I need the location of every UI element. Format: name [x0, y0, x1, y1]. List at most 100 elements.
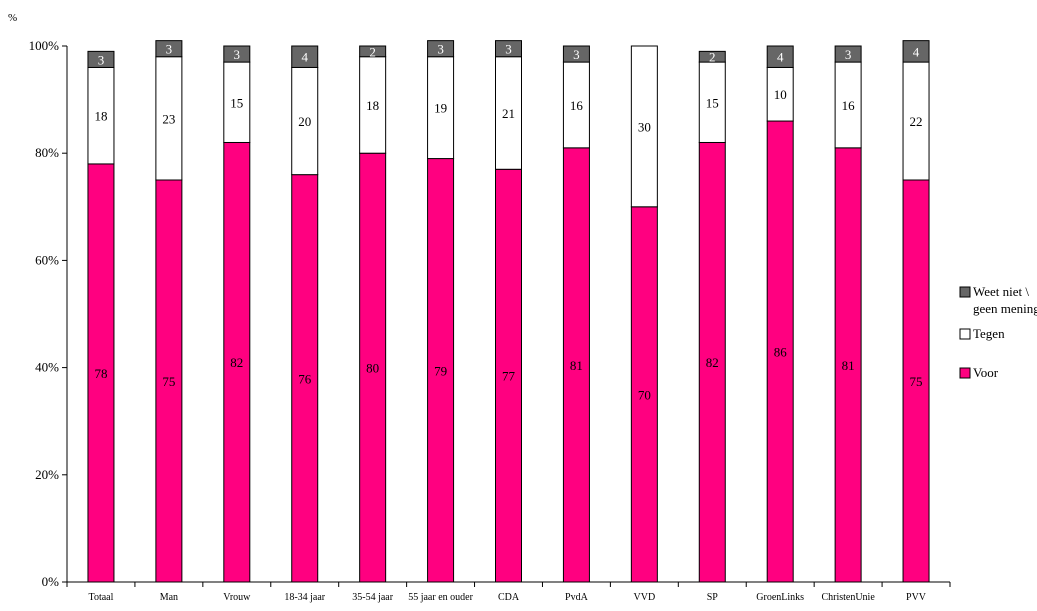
bar-segment-weet	[766, 45, 794, 68]
data-label: 18	[366, 98, 379, 113]
bar-segment-voor	[427, 158, 455, 583]
bar-segment-tegen	[630, 45, 658, 208]
x-category-label: CDA	[498, 592, 520, 603]
bar-segment-weet	[902, 40, 930, 63]
data-label: 3	[234, 47, 241, 62]
data-label: 16	[570, 98, 584, 113]
x-category-label: 55 jaar en ouder	[408, 592, 473, 603]
data-label: 23	[162, 111, 175, 126]
x-category-label: SP	[707, 592, 719, 603]
data-labels: 7818375233821537620480182791937721381163…	[94, 42, 922, 403]
data-label: 3	[573, 47, 580, 62]
x-category-label: Man	[160, 592, 178, 603]
x-category-label: ChristenUnie	[821, 592, 875, 603]
data-label: 15	[706, 95, 719, 110]
data-label: 79	[434, 363, 447, 378]
data-label: 3	[505, 42, 512, 57]
legend-label: Weet niet \	[973, 284, 1029, 299]
x-category-label: GroenLinks	[756, 592, 804, 603]
legend-swatch-weet	[959, 286, 971, 298]
legend-label: Voor	[973, 365, 999, 380]
data-label: 18	[94, 109, 107, 124]
bar-segment-voor	[87, 163, 115, 583]
data-label: 81	[842, 358, 855, 373]
data-label: 75	[162, 374, 175, 389]
bar-segment-voor	[562, 147, 590, 583]
bar-segment-voor	[291, 174, 319, 583]
data-label: 21	[502, 106, 515, 121]
bar-segment-weet	[698, 50, 726, 63]
data-label: 78	[94, 366, 107, 381]
x-category-label: Totaal	[89, 592, 114, 603]
legend-swatch-voor	[959, 367, 971, 379]
data-label: 82	[706, 355, 719, 370]
data-label: 70	[638, 387, 651, 402]
data-label: 3	[98, 52, 105, 67]
y-tick-label: 80%	[35, 145, 59, 160]
data-label: 3	[166, 42, 173, 57]
x-category-label: PVV	[906, 592, 927, 603]
bar-segment-voor	[223, 141, 251, 583]
x-category-label: VVD	[634, 592, 656, 603]
bar-segment-tegen	[359, 56, 387, 154]
y-tick-label: 0%	[42, 574, 60, 589]
data-label: 81	[570, 358, 583, 373]
data-label: 30	[638, 119, 651, 134]
bar-segment-voor	[766, 120, 794, 583]
bar-segment-weet	[834, 45, 862, 63]
y-unit-label: %	[8, 12, 17, 24]
data-label: 4	[777, 50, 784, 65]
data-label: 77	[502, 369, 516, 384]
bar-segment-tegen	[291, 66, 319, 176]
bar-segment-tegen	[223, 61, 251, 143]
bar-segment-voor	[630, 206, 658, 583]
bar-segment-voor	[155, 179, 183, 583]
data-label: 4	[913, 44, 920, 59]
data-label: 4	[301, 50, 308, 65]
bar-segment-weet	[427, 40, 455, 58]
data-label: 16	[842, 98, 856, 113]
y-tick-label: 60%	[35, 252, 59, 267]
x-category-label: 18-34 jaar	[284, 592, 325, 603]
legend-label: Tegen	[973, 326, 1005, 341]
y-tick-label: 100%	[29, 38, 60, 53]
data-label: 82	[230, 355, 243, 370]
data-label: 76	[298, 371, 312, 386]
data-label: 86	[774, 345, 788, 360]
data-label: 3	[437, 42, 444, 57]
data-label: 10	[774, 87, 787, 102]
bar-segment-weet	[291, 45, 319, 68]
bar-segment-tegen	[766, 66, 794, 122]
legend: Weet niet \ geen mening Tegen Voor	[959, 284, 1037, 380]
bars	[87, 40, 930, 583]
data-label: 22	[910, 114, 923, 129]
bar-segment-voor	[902, 179, 930, 583]
x-category-label: 35-54 jaar	[352, 592, 393, 603]
bar-segment-tegen	[834, 61, 862, 149]
legend-label: geen mening	[973, 301, 1037, 316]
bar-segment-weet	[495, 40, 522, 58]
legend-swatch-tegen	[959, 328, 971, 340]
data-label: 3	[845, 47, 852, 62]
data-label: 19	[434, 101, 447, 116]
data-label: 75	[910, 374, 923, 389]
data-label: 20	[298, 114, 311, 129]
bar-segment-voor	[834, 147, 862, 583]
y-tick-label: 40%	[35, 360, 59, 375]
bar-segment-tegen	[562, 61, 590, 149]
bar-segment-tegen	[495, 56, 522, 170]
data-label: 80	[366, 361, 379, 376]
data-label: 15	[230, 95, 243, 110]
bar-segment-weet	[359, 45, 387, 58]
x-category-label: PvdA	[565, 592, 589, 603]
bar-segment-weet	[562, 45, 590, 63]
bar-segment-weet	[155, 40, 183, 58]
data-label: 2	[709, 50, 716, 65]
bar-segment-tegen	[902, 61, 930, 181]
data-label: 2	[369, 44, 376, 59]
y-tick-label: 20%	[35, 467, 59, 482]
bar-segment-weet	[87, 50, 115, 68]
bar-segment-voor	[359, 152, 387, 583]
bar-segment-weet	[223, 45, 251, 63]
